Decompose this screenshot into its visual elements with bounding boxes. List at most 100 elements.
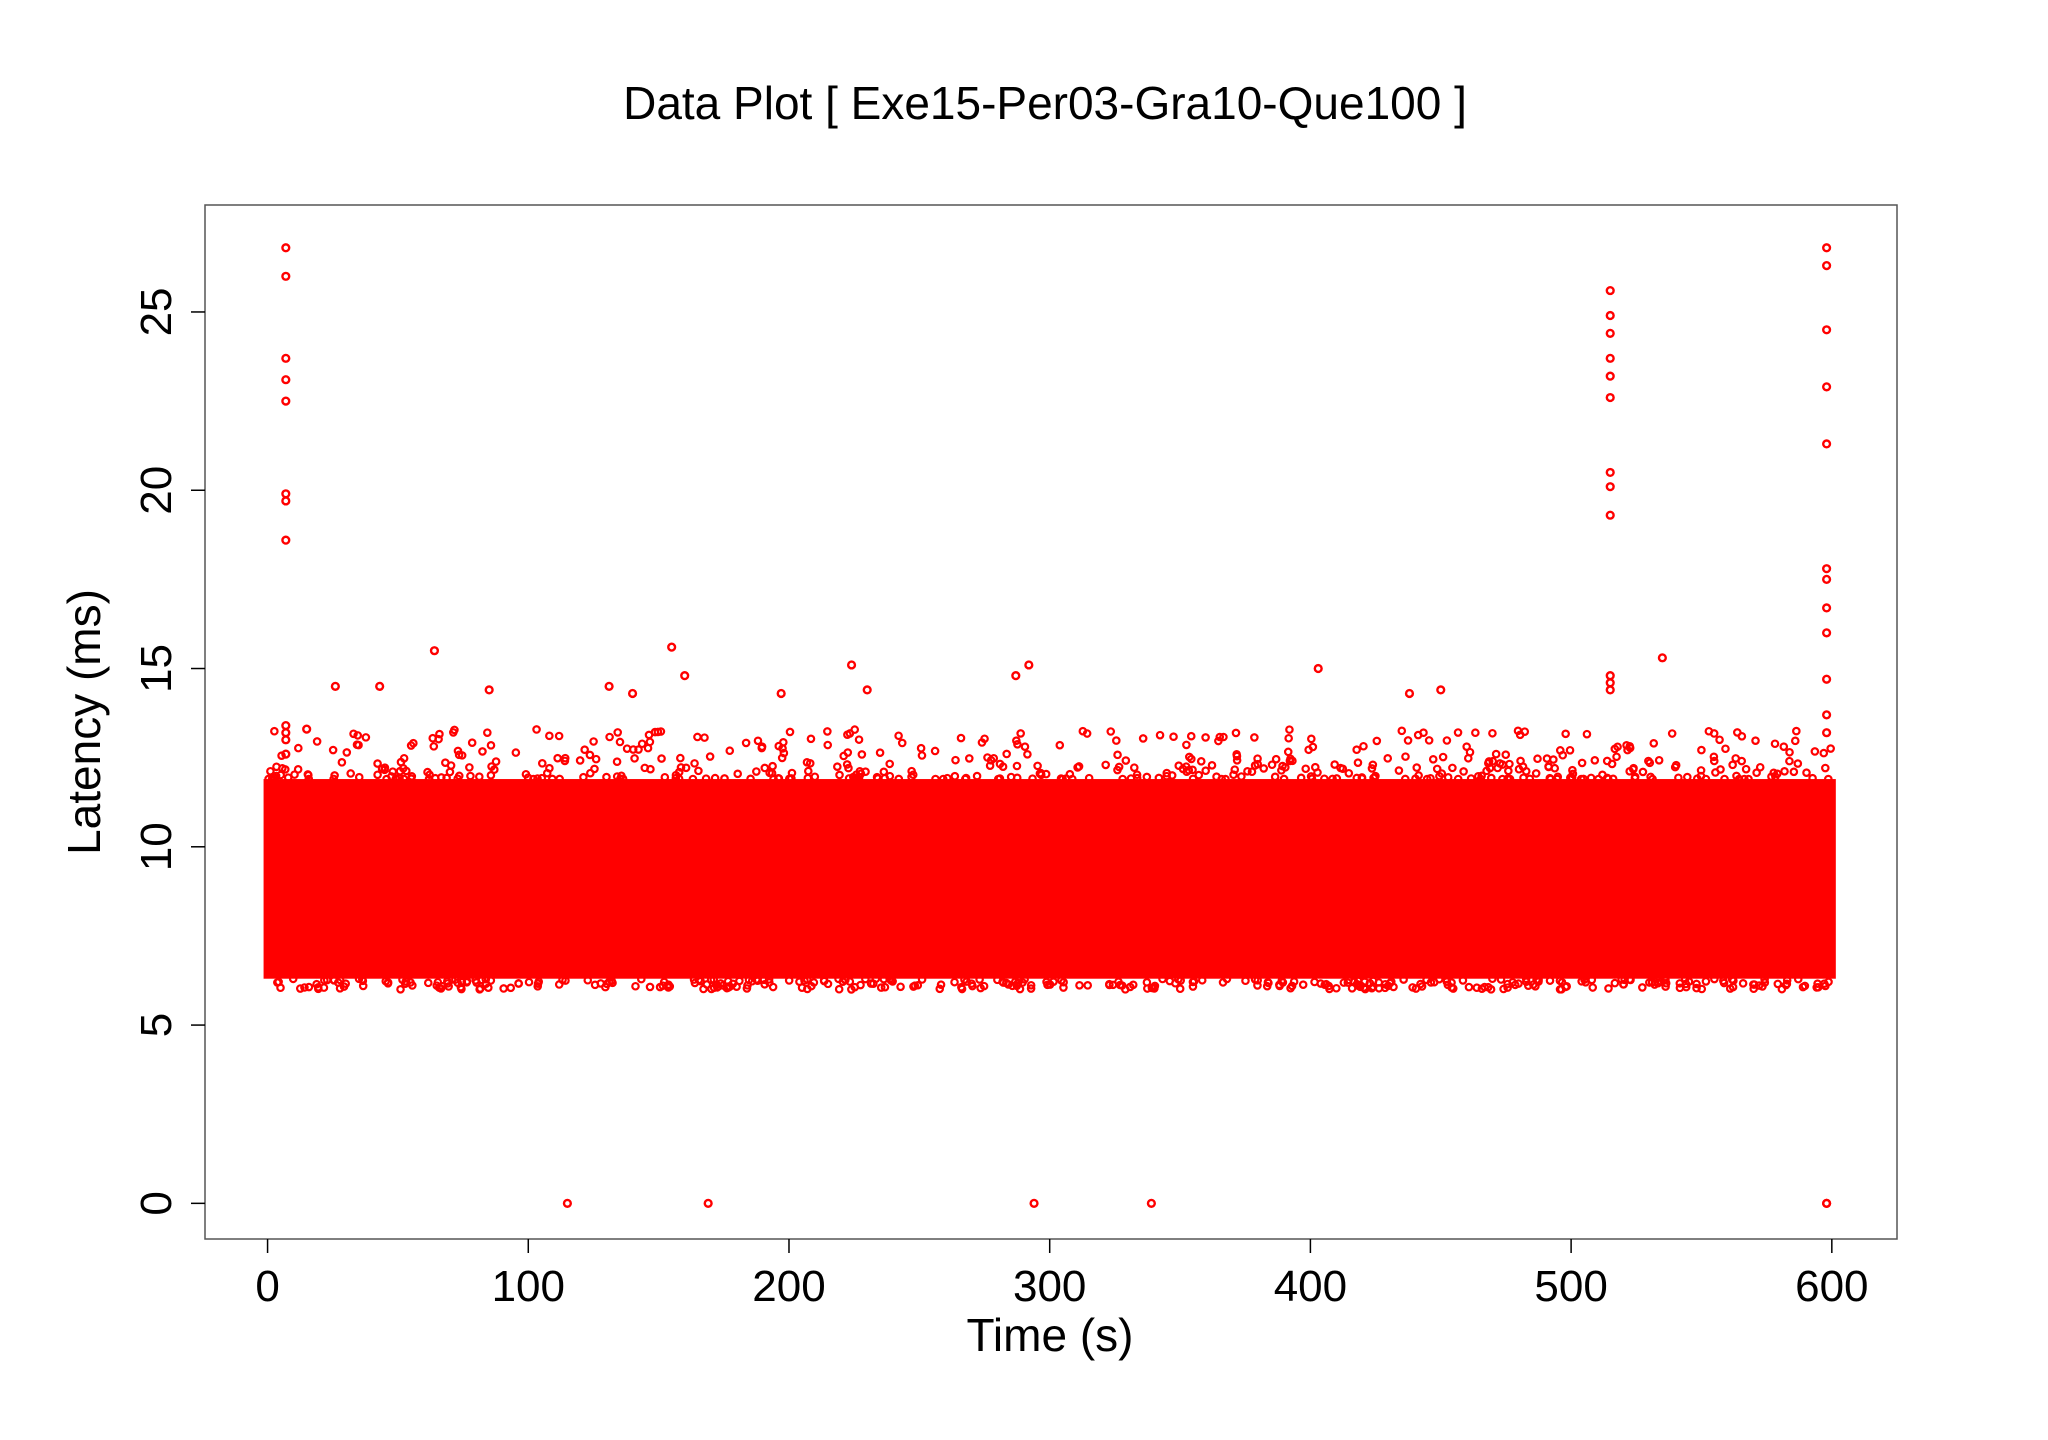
data-point <box>690 759 699 768</box>
data-point <box>1822 325 1832 335</box>
data-point <box>657 754 666 763</box>
data-point <box>281 271 291 281</box>
data-point <box>1696 766 1706 775</box>
data-point <box>1411 774 1420 783</box>
data-point <box>1359 741 1368 751</box>
data-point <box>1567 773 1577 783</box>
data-point <box>1822 439 1832 449</box>
data-point <box>803 773 813 783</box>
data-point <box>1808 773 1817 783</box>
data-point <box>447 975 457 984</box>
data-point <box>1725 984 1735 993</box>
data-point <box>304 770 313 780</box>
data-point <box>845 729 855 738</box>
data-point <box>660 772 670 782</box>
data-point <box>1165 976 1175 986</box>
data-point <box>1424 736 1434 745</box>
data-point <box>1505 759 1514 769</box>
data-point <box>1011 671 1021 681</box>
data-point <box>1380 979 1390 989</box>
data-point <box>425 770 434 780</box>
data-point <box>861 974 870 984</box>
data-point <box>936 980 946 989</box>
data-point <box>720 774 729 783</box>
data-point <box>1605 685 1615 695</box>
data-point <box>622 744 632 753</box>
data-point <box>300 983 309 992</box>
data-point <box>1126 774 1136 783</box>
data-point <box>1477 771 1486 781</box>
data-point <box>676 753 685 763</box>
data-point <box>542 768 552 778</box>
data-point <box>281 749 291 759</box>
data-point <box>506 983 516 993</box>
data-point <box>710 773 720 783</box>
data-point <box>353 731 363 740</box>
data-point <box>1162 768 1172 778</box>
data-point <box>281 496 291 506</box>
data-point <box>1380 983 1390 993</box>
data-point <box>1649 739 1659 748</box>
data-point <box>856 980 865 990</box>
data-point <box>1129 763 1139 772</box>
data-point <box>1605 678 1615 688</box>
data-point <box>1819 748 1829 758</box>
data-point <box>1822 710 1832 720</box>
data-point <box>1503 983 1512 992</box>
data-point <box>1026 980 1036 990</box>
data-point <box>819 976 829 985</box>
data-point <box>533 774 542 783</box>
data-point <box>1496 975 1506 984</box>
data-point <box>848 772 858 782</box>
data-point <box>1459 767 1468 776</box>
data-point <box>833 762 842 771</box>
data-point <box>555 774 564 784</box>
data-point <box>866 979 876 988</box>
data-point <box>1822 564 1832 574</box>
data-point <box>441 758 450 767</box>
data-point <box>312 737 322 746</box>
data-point <box>354 740 363 750</box>
data-point <box>1241 976 1250 986</box>
data-point <box>1610 978 1620 988</box>
data-point <box>774 774 784 783</box>
data-point <box>943 773 952 783</box>
data-point <box>1368 982 1378 992</box>
data-point <box>880 773 890 783</box>
data-point <box>1270 772 1280 782</box>
data-point <box>1644 756 1653 766</box>
data-point <box>1174 975 1183 984</box>
data-point <box>601 982 610 992</box>
data-point <box>428 733 438 743</box>
data-point <box>803 766 813 776</box>
data-point <box>1822 1198 1832 1208</box>
data-point <box>1138 734 1148 743</box>
data-point <box>1232 755 1242 765</box>
x-tick-label: 600 <box>1795 1262 1868 1311</box>
data-point <box>680 671 690 681</box>
data-point <box>499 984 508 993</box>
data-point <box>951 755 960 765</box>
data-point <box>383 979 393 988</box>
data-point <box>1057 976 1066 985</box>
data-point <box>1307 734 1316 744</box>
data-point <box>1822 628 1832 638</box>
data-point <box>1488 728 1497 738</box>
data-point <box>1296 773 1306 783</box>
data-point <box>1113 750 1122 760</box>
data-point <box>1443 773 1453 782</box>
data-point <box>1525 774 1535 784</box>
data-point <box>1306 772 1316 781</box>
data-point <box>1438 752 1448 762</box>
data-point <box>950 977 959 987</box>
data-point <box>1740 774 1749 784</box>
data-point <box>1412 763 1422 772</box>
data-point <box>776 688 786 699</box>
data-point <box>1495 759 1505 768</box>
data-point <box>391 774 401 783</box>
data-point <box>1605 328 1615 338</box>
data-point <box>1771 772 1780 781</box>
data-point <box>483 728 492 737</box>
data-point <box>1603 774 1613 784</box>
data-point <box>514 979 523 988</box>
